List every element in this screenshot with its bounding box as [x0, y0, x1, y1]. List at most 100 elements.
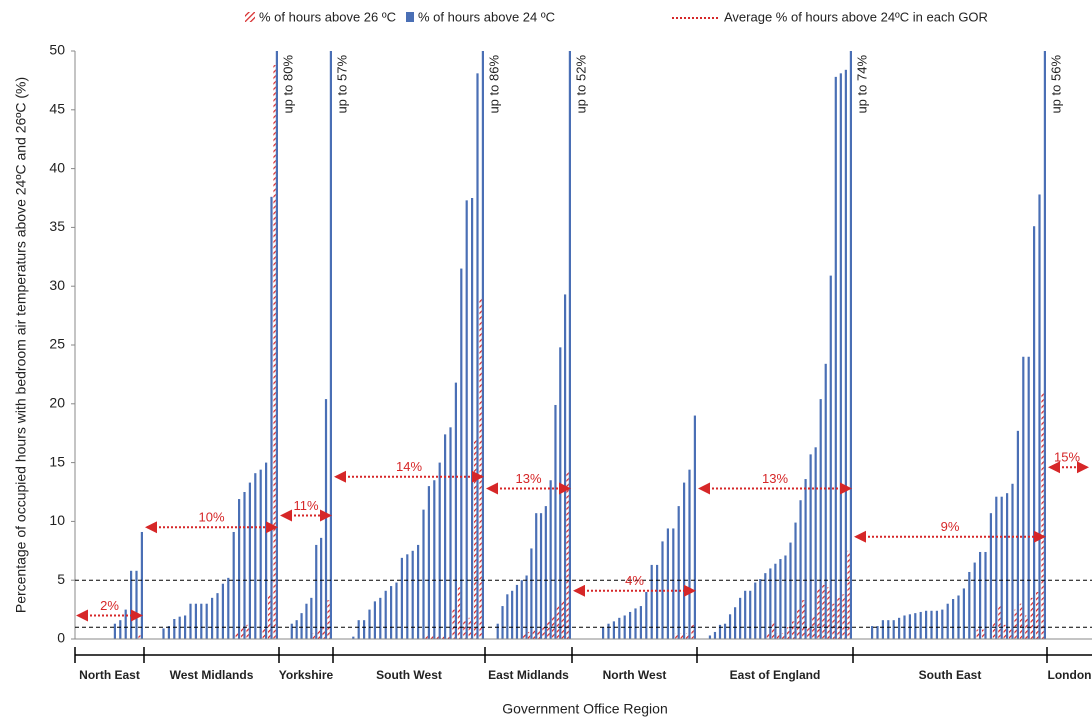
bar-above-24	[898, 617, 901, 639]
bar-above-24	[535, 513, 538, 639]
x-axis-label: Government Office Region	[502, 701, 668, 717]
bar-above-24	[607, 623, 610, 639]
bar-above-26	[766, 633, 770, 639]
y-axis-label: Percentage of occupied hours with bedroo…	[13, 77, 29, 613]
bar-above-24	[544, 506, 547, 639]
bar-above-26	[847, 550, 850, 639]
region-label: West Midlands	[170, 668, 254, 682]
bar-above-24	[1038, 194, 1041, 640]
average-label: 9%	[941, 519, 960, 534]
bar-above-24	[759, 579, 762, 639]
bar-above-24	[941, 609, 944, 639]
bar-above-24	[119, 620, 122, 639]
bar-above-24	[511, 590, 514, 639]
bar-above-24	[221, 583, 224, 639]
bar-above-24	[957, 595, 960, 639]
bar-above-24	[892, 620, 895, 639]
average-label: 2%	[100, 598, 119, 613]
bar-above-26	[832, 603, 835, 639]
bar-above-26	[463, 621, 466, 639]
average-label: 10%	[198, 510, 224, 525]
bar-above-26	[322, 627, 325, 639]
bar-above-26	[1030, 597, 1033, 639]
bar-above-24	[946, 603, 949, 639]
average-label: 15%	[1054, 450, 1080, 465]
bar-above-24	[979, 551, 982, 639]
value-label: up to 74%	[854, 55, 869, 114]
bar-above-24	[248, 482, 251, 639]
bar-above-24	[515, 584, 519, 639]
bar-above-26	[822, 584, 825, 639]
bar-above-24	[460, 268, 463, 639]
bar-above-24	[357, 620, 360, 639]
bar-above-24	[708, 635, 712, 639]
bar-above-26	[1014, 609, 1017, 639]
bar-above-24	[368, 609, 371, 639]
region-label: South East	[919, 668, 982, 682]
bar-above-26	[1009, 627, 1012, 639]
bar-above-24	[656, 564, 659, 639]
bar-above-24	[379, 597, 382, 639]
bar-above-24	[1022, 356, 1025, 639]
y-tick-label: 30	[49, 277, 65, 293]
bar-above-24	[539, 513, 543, 639]
bar-above-24	[433, 480, 436, 639]
bar-above-24	[728, 614, 732, 639]
bar-above-24	[618, 617, 621, 639]
value-label: up to 52%	[573, 55, 588, 114]
bar-above-24	[295, 620, 298, 639]
bar-above-24	[124, 609, 127, 639]
region-label: Yorkshire	[279, 668, 334, 682]
bar-above-26	[781, 633, 785, 639]
bar-above-26	[474, 439, 477, 639]
bar-above-24	[320, 537, 323, 639]
bar-above-26	[273, 65, 276, 639]
bar-above-24	[713, 631, 717, 639]
bar-above-24	[804, 479, 807, 639]
value-label: up to 80%	[280, 55, 295, 114]
bar-above-24	[973, 562, 976, 639]
bar-above-24	[718, 624, 722, 639]
bar-above-26	[436, 635, 439, 639]
bar-above-26	[817, 588, 820, 639]
bar-above-24	[300, 613, 303, 639]
bar-above-24	[530, 548, 533, 639]
bar-above-24	[395, 582, 398, 639]
region-label: East of England	[730, 668, 821, 682]
bar-above-24	[167, 626, 170, 639]
bar-above-24	[315, 544, 318, 639]
bar-above-26	[797, 609, 800, 639]
bar-above-24	[774, 563, 777, 639]
bar-above-24	[559, 347, 562, 639]
bar-above-24	[739, 597, 742, 639]
bar-above-24	[887, 620, 890, 639]
bar-above-24	[227, 577, 230, 639]
region-label: North East	[79, 668, 140, 682]
average-label: 4%	[625, 573, 644, 588]
y-tick-label: 5	[57, 571, 65, 587]
bar-above-24	[629, 611, 632, 639]
bar-above-24	[465, 200, 468, 640]
bar-above-24	[189, 603, 192, 639]
bar-above-26	[992, 621, 996, 639]
bar-above-24	[930, 610, 933, 639]
bar-above-24	[799, 500, 802, 639]
legend-swatch	[406, 12, 414, 22]
bar-above-26	[776, 633, 780, 639]
bar-above-24	[672, 528, 675, 639]
bar-above-26	[982, 629, 985, 639]
bar-above-24	[645, 591, 648, 639]
bar-above-24	[162, 628, 165, 639]
bar-above-24	[666, 528, 669, 639]
bar-above-24	[693, 415, 696, 639]
bar-above-24	[501, 606, 504, 639]
bar-above-26	[1003, 624, 1006, 639]
bar-above-26	[317, 629, 321, 639]
bar-above-24	[989, 513, 992, 639]
bar-above-24	[677, 506, 680, 639]
value-label: up to 57%	[334, 55, 349, 114]
bar-above-24	[744, 590, 747, 639]
bar-above-26	[837, 597, 840, 639]
bar-above-24	[1027, 356, 1030, 639]
bar-above-26	[827, 587, 830, 639]
